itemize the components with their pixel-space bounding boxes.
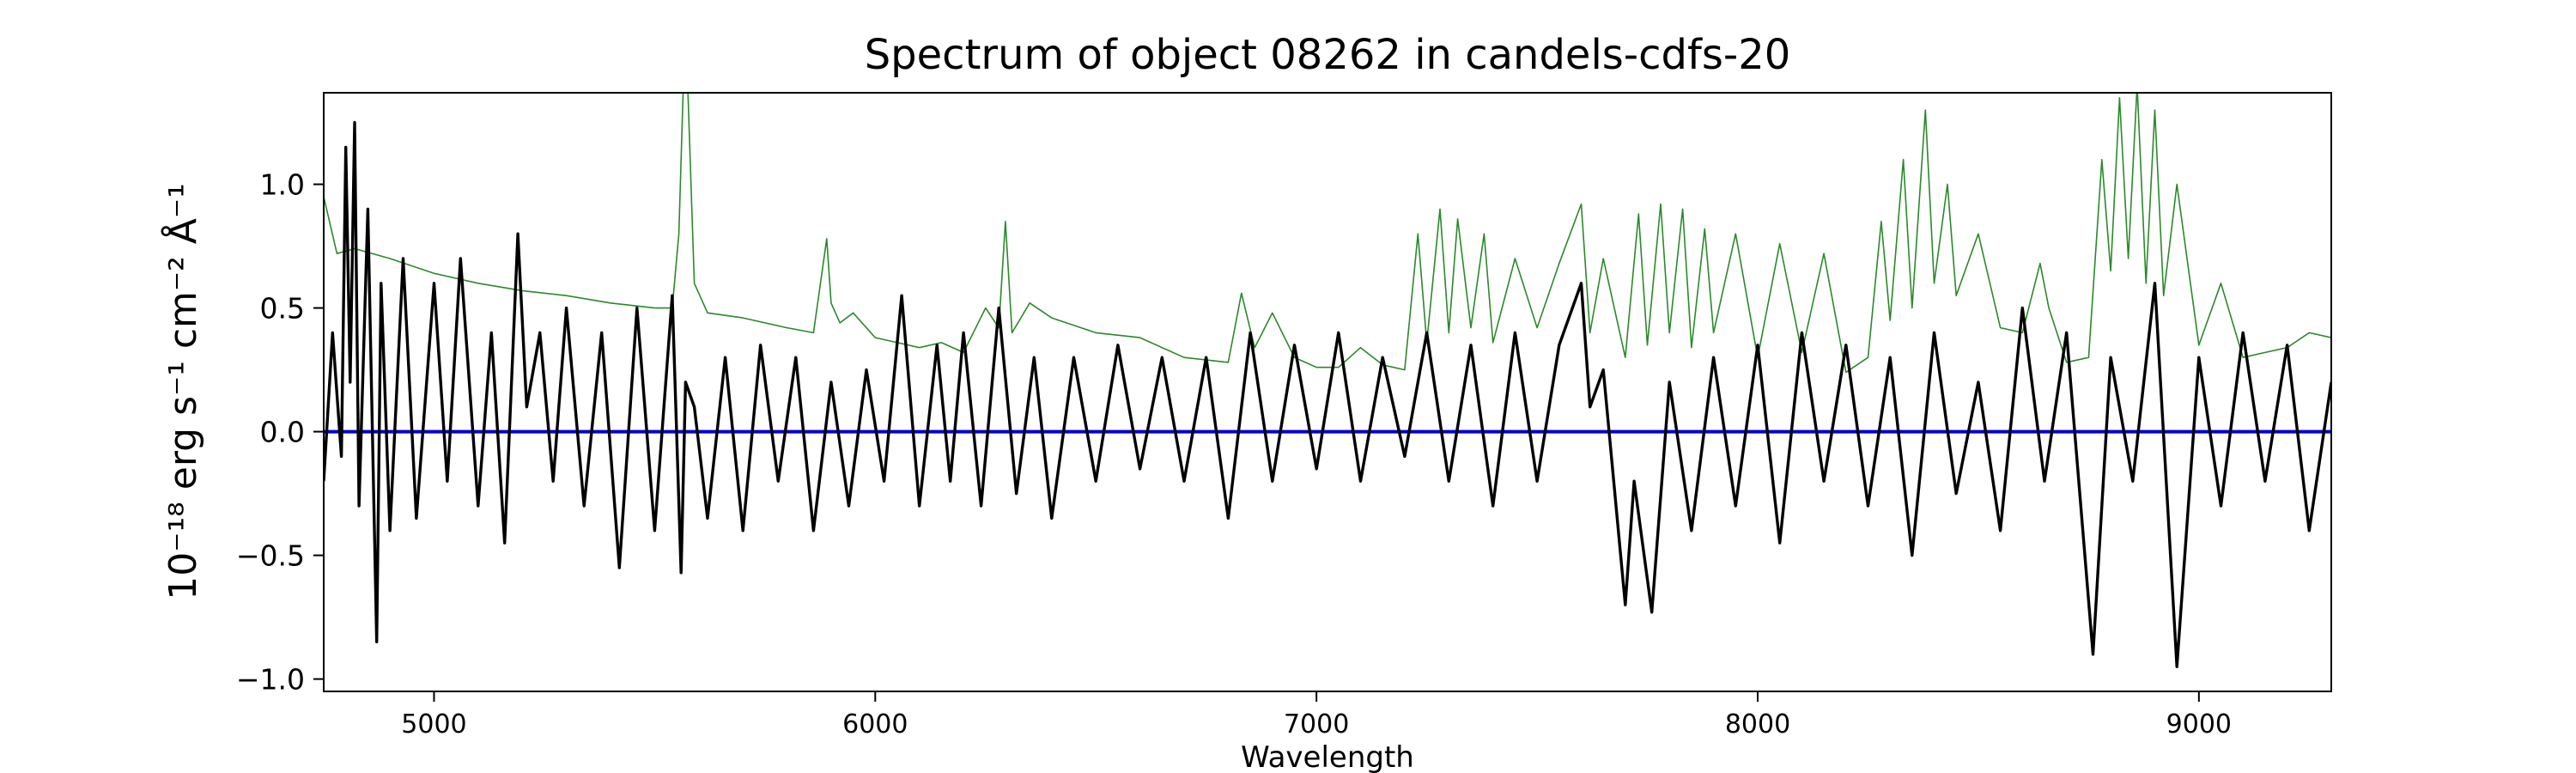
series-line-model bbox=[324, 93, 2331, 374]
y-tick-label: 0.5 bbox=[260, 292, 305, 326]
x-axis-label: Wavelength bbox=[1241, 740, 1414, 773]
x-tick-label: 6000 bbox=[842, 709, 908, 740]
plot-frame bbox=[323, 92, 2332, 692]
y-axis-label: 10⁻¹⁸ erg s⁻¹ cm⁻² Å⁻¹ bbox=[160, 183, 205, 600]
chart-title: Spectrum of object 08262 in candels-cdfs… bbox=[865, 31, 1791, 79]
y-tick-label: 1.0 bbox=[260, 168, 305, 202]
y-axis-ticks: −1.0 −0.5 0.0 0.5 1.0 bbox=[236, 168, 324, 697]
y-tick-label: 0.0 bbox=[260, 416, 305, 449]
x-tick-label: 5000 bbox=[401, 709, 466, 740]
x-tick-label: 9000 bbox=[2166, 709, 2232, 740]
y-tick-label: −1.0 bbox=[236, 663, 305, 697]
x-axis-ticks: 5000 6000 7000 8000 9000 bbox=[401, 691, 2232, 740]
series-line-data bbox=[324, 120, 2331, 668]
x-tick-label: 8000 bbox=[1725, 709, 1790, 740]
y-tick-label: −0.5 bbox=[236, 539, 305, 573]
plot-area bbox=[324, 93, 2331, 668]
x-tick-label: 7000 bbox=[1284, 709, 1349, 740]
